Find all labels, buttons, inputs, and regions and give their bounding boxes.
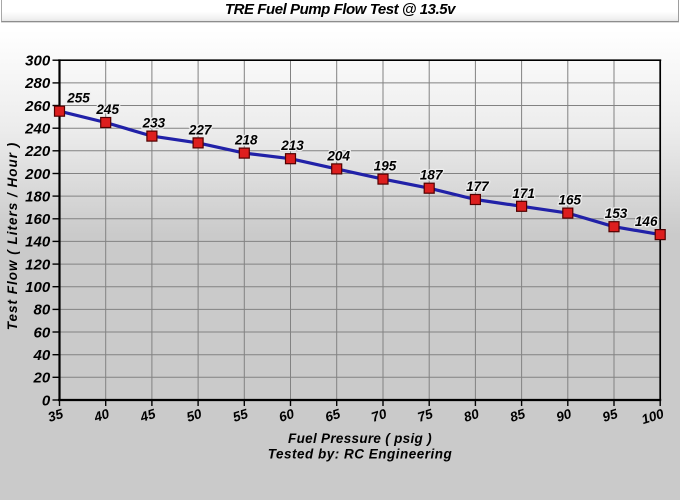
svg-text:177: 177 xyxy=(466,179,490,194)
svg-text:120: 120 xyxy=(25,256,51,273)
svg-text:200: 200 xyxy=(24,166,51,183)
svg-text:233: 233 xyxy=(142,116,166,131)
svg-text:213: 213 xyxy=(280,138,304,153)
svg-text:195: 195 xyxy=(374,159,397,174)
svg-text:218: 218 xyxy=(234,133,258,148)
svg-text:55: 55 xyxy=(231,406,250,425)
svg-text:300: 300 xyxy=(25,53,51,70)
svg-text:100: 100 xyxy=(25,279,51,296)
svg-text:70: 70 xyxy=(370,406,389,425)
svg-text:35: 35 xyxy=(46,406,65,425)
svg-text:153: 153 xyxy=(605,206,628,221)
svg-text:50: 50 xyxy=(185,406,204,425)
svg-text:80: 80 xyxy=(34,302,51,319)
svg-text:95: 95 xyxy=(601,406,620,425)
svg-text:Fuel Pressure ( psig ): Fuel Pressure ( psig ) xyxy=(288,431,432,446)
svg-text:171: 171 xyxy=(512,186,535,201)
svg-text:90: 90 xyxy=(554,406,573,425)
svg-text:Test Flow ( Liters / Hour ): Test Flow ( Liters / Hour ) xyxy=(5,142,20,331)
svg-text:146: 146 xyxy=(635,214,658,229)
svg-text:240: 240 xyxy=(24,121,51,138)
svg-text:Tested by: RC Engineering: Tested by: RC Engineering xyxy=(268,446,453,461)
svg-text:85: 85 xyxy=(508,406,527,425)
svg-text:45: 45 xyxy=(138,406,158,425)
svg-text:140: 140 xyxy=(25,234,51,251)
svg-text:204: 204 xyxy=(326,148,350,163)
svg-text:260: 260 xyxy=(24,98,51,115)
svg-text:80: 80 xyxy=(462,406,481,425)
svg-text:227: 227 xyxy=(188,122,213,137)
svg-text:100: 100 xyxy=(640,406,666,427)
svg-text:0: 0 xyxy=(42,392,51,409)
svg-text:180: 180 xyxy=(25,188,51,205)
svg-text:60: 60 xyxy=(277,406,296,425)
svg-text:280: 280 xyxy=(24,75,51,92)
svg-text:40: 40 xyxy=(91,406,111,425)
svg-text:165: 165 xyxy=(559,193,582,208)
svg-text:220: 220 xyxy=(24,143,51,160)
svg-text:187: 187 xyxy=(420,168,444,183)
svg-text:20: 20 xyxy=(33,370,51,387)
svg-text:245: 245 xyxy=(95,102,119,117)
svg-text:40: 40 xyxy=(33,347,51,364)
svg-text:75: 75 xyxy=(416,406,435,425)
svg-text:65: 65 xyxy=(323,406,342,425)
svg-text:60: 60 xyxy=(34,324,51,341)
svg-text:160: 160 xyxy=(25,211,51,228)
svg-text:255: 255 xyxy=(66,91,90,106)
